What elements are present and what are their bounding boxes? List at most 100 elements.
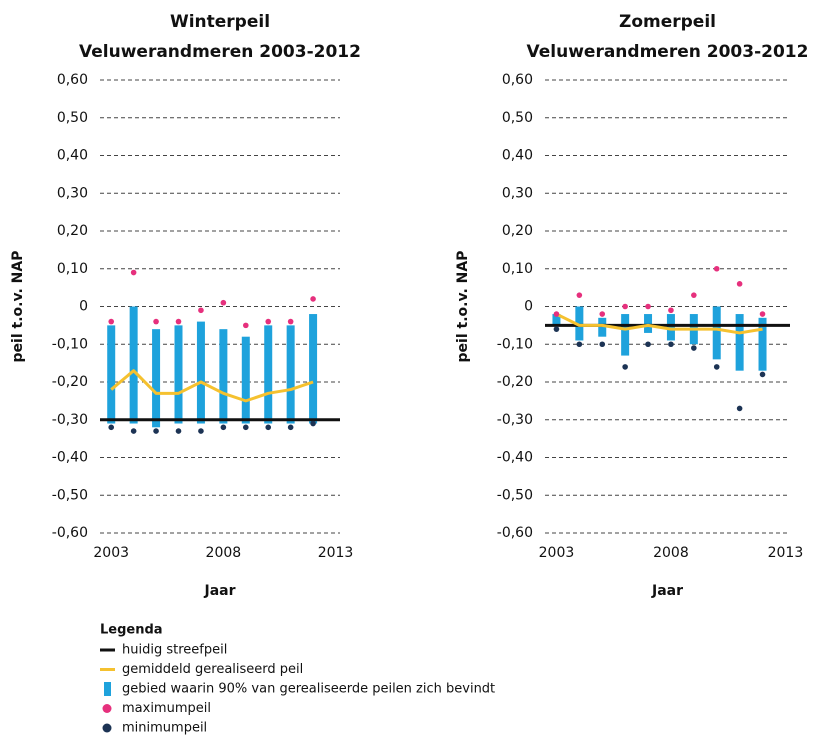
point bbox=[175, 318, 182, 325]
legend-swatch bbox=[104, 682, 111, 696]
point bbox=[645, 303, 651, 310]
y-axis-title: peil t.o.v. NAP bbox=[455, 251, 471, 363]
point bbox=[576, 341, 583, 348]
y-tick-label: 0,50 bbox=[57, 110, 88, 126]
y-tick-label: -0,50 bbox=[52, 487, 88, 503]
range-bar bbox=[644, 314, 653, 333]
range-bar bbox=[712, 306, 721, 360]
y-tick-label: -0,30 bbox=[52, 412, 88, 428]
point bbox=[576, 292, 583, 298]
point bbox=[175, 428, 182, 434]
range-bar bbox=[129, 306, 138, 424]
legend-label: minimumpeil bbox=[122, 721, 207, 736]
point bbox=[310, 420, 316, 427]
y-tick-label: -0,50 bbox=[497, 487, 533, 503]
y-tick-label: 0,60 bbox=[502, 72, 533, 88]
y-tick-label: 0 bbox=[79, 299, 88, 315]
y-tick-label: -0,60 bbox=[52, 525, 88, 541]
range-bar bbox=[152, 329, 161, 428]
y-tick-label: -0,10 bbox=[497, 336, 533, 352]
chart-subtitle: Veluwerandmeren 2003-2012 bbox=[527, 42, 809, 62]
y-tick-label: 0,30 bbox=[502, 185, 533, 201]
range-bar bbox=[621, 314, 630, 356]
y-tick-label: 0,40 bbox=[502, 148, 533, 164]
point bbox=[242, 424, 249, 431]
chart-title: Zomerpeil bbox=[619, 12, 716, 32]
y-tick-label: 0 bbox=[524, 299, 533, 315]
y-tick-label: 0,10 bbox=[502, 261, 533, 277]
point bbox=[220, 424, 227, 431]
legend-label: gebied waarin 90% van gerealiseerde peil… bbox=[122, 682, 495, 697]
x-axis-title: Jaar bbox=[651, 583, 683, 599]
y-tick-label: -0,40 bbox=[497, 450, 533, 466]
range-bar bbox=[241, 336, 250, 424]
point bbox=[108, 318, 115, 325]
point bbox=[220, 299, 227, 306]
x-tick-label: 2008 bbox=[653, 545, 689, 561]
y-tick-label: 0,20 bbox=[502, 223, 533, 239]
point bbox=[736, 405, 743, 412]
legend-label: huidig streefpeil bbox=[122, 643, 227, 658]
point bbox=[287, 318, 294, 325]
range-bar bbox=[174, 325, 183, 424]
range-bar bbox=[575, 306, 584, 341]
point bbox=[713, 364, 720, 370]
y-tick-label: 0,10 bbox=[57, 261, 88, 277]
point bbox=[668, 341, 674, 348]
x-tick-label: 2003 bbox=[93, 545, 129, 561]
point bbox=[265, 424, 272, 431]
range-bar bbox=[758, 317, 767, 371]
range-bar bbox=[286, 325, 295, 424]
point bbox=[599, 341, 606, 348]
chart-subtitle: Veluwerandmeren 2003-2012 bbox=[79, 42, 361, 62]
x-axis-title: Jaar bbox=[203, 583, 235, 599]
point bbox=[599, 311, 606, 317]
point bbox=[759, 371, 766, 378]
point bbox=[130, 428, 137, 434]
y-tick-label: 0,50 bbox=[502, 110, 533, 126]
point bbox=[713, 265, 720, 272]
point bbox=[153, 318, 159, 325]
range-bar bbox=[219, 329, 228, 424]
x-tick-label: 2003 bbox=[539, 545, 575, 561]
y-axis-title: peil t.o.v. NAP bbox=[10, 251, 26, 363]
x-tick-label: 2013 bbox=[768, 545, 804, 561]
y-tick-label: -0,30 bbox=[497, 412, 533, 428]
point bbox=[759, 311, 766, 317]
point bbox=[622, 303, 628, 310]
range-bar bbox=[666, 314, 675, 341]
range-bar bbox=[552, 314, 561, 326]
y-tick-label: -0,20 bbox=[497, 374, 533, 390]
point bbox=[553, 326, 560, 332]
mean-line bbox=[110, 369, 314, 403]
legend-swatch bbox=[102, 723, 112, 733]
point bbox=[553, 311, 560, 317]
point bbox=[645, 341, 651, 348]
legend-swatch bbox=[102, 704, 112, 713]
y-tick-label: -0,40 bbox=[52, 450, 88, 466]
y-tick-label: 0,60 bbox=[57, 72, 88, 88]
point bbox=[130, 269, 137, 276]
point bbox=[108, 424, 115, 431]
range-bar bbox=[264, 325, 273, 424]
y-tick-label: 0,40 bbox=[57, 148, 88, 164]
point bbox=[736, 281, 743, 287]
range-bar bbox=[309, 314, 318, 424]
point bbox=[691, 345, 697, 351]
y-tick-label: 0,30 bbox=[57, 185, 88, 201]
point bbox=[668, 307, 674, 314]
point bbox=[242, 322, 249, 329]
x-tick-label: 2013 bbox=[318, 545, 354, 561]
point bbox=[198, 307, 204, 314]
y-tick-label: -0,10 bbox=[52, 336, 88, 352]
y-tick-label: -0,60 bbox=[497, 525, 533, 541]
point bbox=[287, 424, 294, 431]
point bbox=[691, 292, 697, 298]
range-bar bbox=[107, 325, 116, 424]
y-tick-label: 0,20 bbox=[57, 223, 88, 239]
range-bar bbox=[735, 314, 744, 371]
range-bar bbox=[598, 317, 607, 337]
legend-label: maximumpeil bbox=[122, 701, 211, 716]
point bbox=[310, 296, 316, 302]
